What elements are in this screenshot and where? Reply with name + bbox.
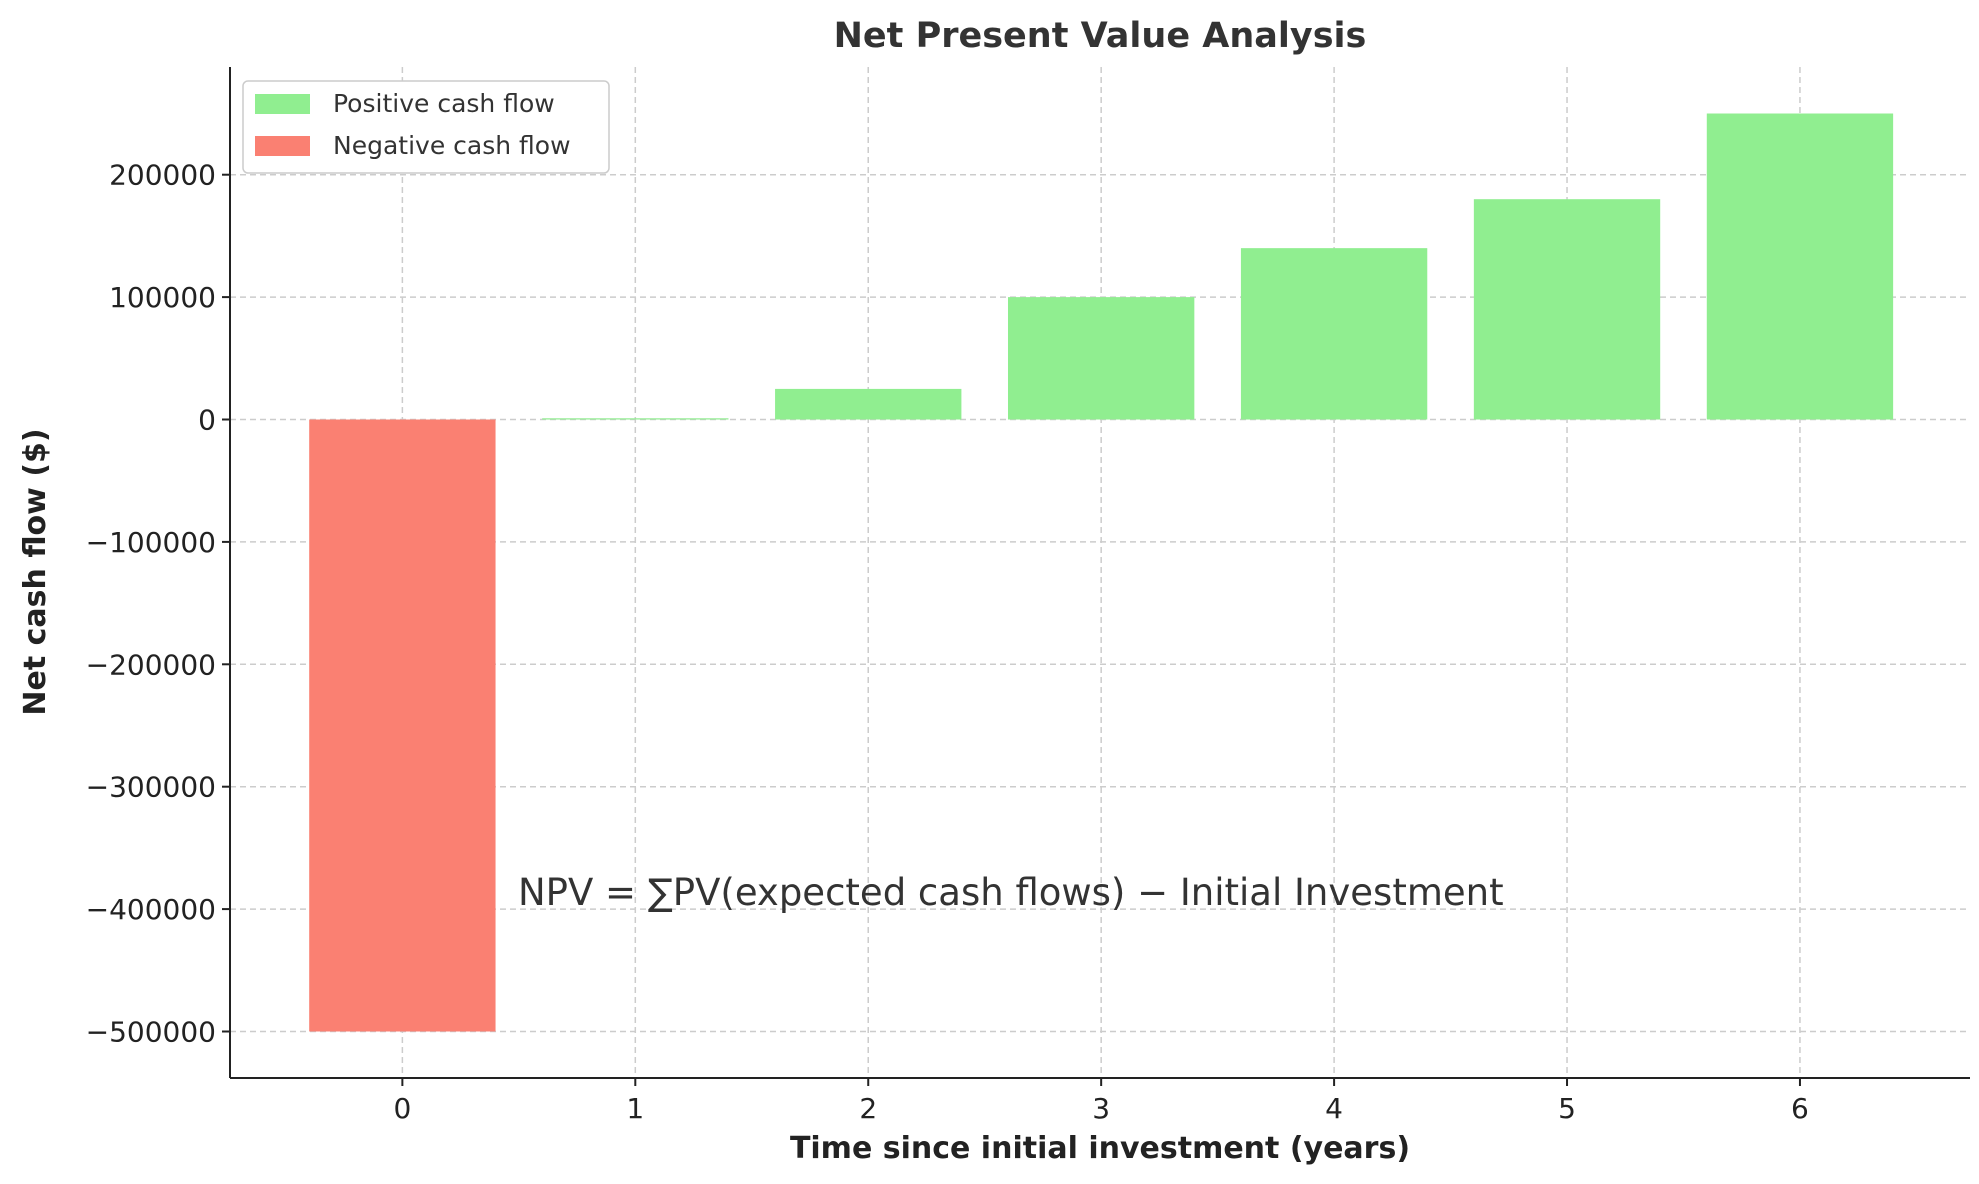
bar-year-2	[775, 388, 962, 420]
x-tick-label: 4	[1325, 1092, 1343, 1125]
x-axis-label: Time since initial investment (years)	[790, 1131, 1410, 1166]
x-tick-label: 0	[393, 1092, 411, 1125]
chart-title: Net Present Value Analysis	[834, 16, 1367, 56]
x-tick-label: 1	[626, 1092, 644, 1125]
y-tick-label: 100000	[109, 281, 216, 314]
bar-year-1	[542, 418, 729, 420]
bar-year-6	[1706, 113, 1894, 420]
bar-year-3	[1007, 297, 1195, 420]
legend-swatch-negative	[255, 136, 310, 156]
y-tick-label: −400000	[86, 893, 216, 926]
y-tick-label: −300000	[86, 771, 216, 804]
legend-label-negative: Negative cash flow	[333, 131, 571, 160]
bar-year-0	[309, 419, 496, 1032]
y-tick-label: 0	[198, 404, 216, 437]
legend-label-positive: Positive cash flow	[333, 89, 555, 118]
x-ticks: 0 1 2 3 4 5 6	[393, 1078, 1809, 1125]
x-tick-label: 2	[859, 1092, 877, 1125]
y-tick-label: −200000	[86, 648, 216, 681]
legend: Positive cash flow Negative cash flow	[242, 80, 610, 174]
legend-swatch-positive	[255, 94, 310, 114]
bar-year-4	[1240, 248, 1428, 420]
x-tick-label: 3	[1092, 1092, 1110, 1125]
x-tick-label: 5	[1558, 1092, 1576, 1125]
y-axis-label: Net cash flow ($)	[18, 428, 53, 715]
y-tick-label: 200000	[109, 159, 216, 192]
y-tick-label: −500000	[86, 1015, 216, 1048]
npv-formula-annotation: NPV = ∑PV(expected cash flows) − Initial…	[518, 871, 1504, 914]
x-tick-label: 6	[1791, 1092, 1809, 1125]
legend-box	[242, 80, 610, 174]
y-ticks: −500000 −400000 −300000 −200000 −100000 0 1000…	[86, 159, 230, 1048]
y-tick-label: −100000	[86, 526, 216, 559]
bar-year-5	[1473, 199, 1661, 420]
bars	[309, 113, 1894, 1032]
